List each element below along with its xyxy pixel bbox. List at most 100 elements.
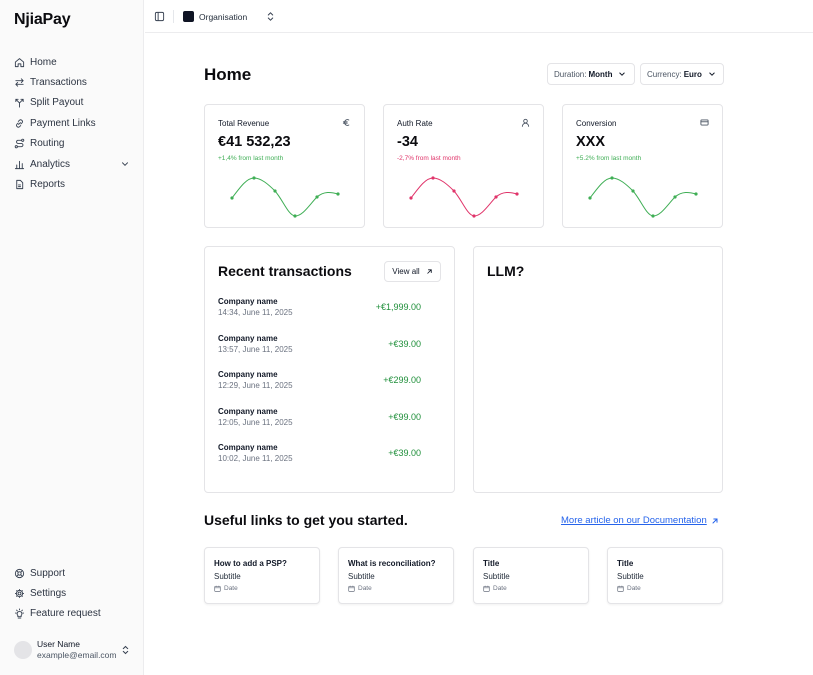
link-card-title: Title <box>483 559 500 568</box>
card-icon <box>700 119 709 126</box>
link-card-date: Date <box>214 585 238 592</box>
sidebar-item-label: Transactions <box>30 77 87 89</box>
user-menu[interactable]: User Name example@email.com <box>14 637 132 663</box>
transaction-amount: +€1,999.00 <box>375 302 421 312</box>
sidebar-item-label: Home <box>30 56 57 68</box>
transaction-date: 14:34, June 11, 2025 <box>218 308 293 317</box>
sidebar-bottom-nav: Support Settings Feature request <box>0 563 144 624</box>
link-card-subtitle: Subtitle <box>483 572 510 581</box>
duration-select[interactable]: Duration: Month <box>547 63 635 85</box>
currency-select[interactable]: Currency: Euro <box>640 63 724 85</box>
sidebar-item-analytics[interactable]: Analytics <box>0 154 144 174</box>
sidebar-nav: Home Transactions Split Payout Payment L… <box>0 52 144 195</box>
documentation-link[interactable]: More article on our Documentation <box>561 515 719 526</box>
calendar-icon <box>348 585 355 592</box>
chevron-up-down-icon <box>122 645 129 655</box>
kpi-value: XXX <box>576 134 606 150</box>
sidebar-item-label: Analytics <box>30 158 71 170</box>
user-name: User Name <box>37 639 80 649</box>
kpi-card-conversion: Conversion XXX +5.2% from last month <box>562 104 723 228</box>
sidebar-item-label: Settings <box>30 588 67 600</box>
transaction-company: Company name <box>218 406 278 416</box>
sidebar-item-routing[interactable]: Routing <box>0 134 144 154</box>
link-card-date: Date <box>483 585 507 592</box>
sidebar-item-settings[interactable]: Settings <box>0 583 144 603</box>
kpi-delta: +5.2% from last month <box>576 155 642 162</box>
transaction-company: Company name <box>218 297 278 306</box>
kpi-delta: -2,7% from last month <box>397 155 461 162</box>
useful-link-card[interactable]: Title Subtitle Date <box>473 547 589 604</box>
sidebar-item-label: Support <box>30 567 66 579</box>
calendar-icon <box>214 585 221 592</box>
organisation-logo <box>183 11 194 22</box>
kpi-delta: +1,4% from last month <box>218 155 284 162</box>
chevron-down-icon <box>619 72 626 76</box>
link-card-subtitle: Subtitle <box>214 572 241 581</box>
list-item[interactable]: Company name 13:57, June 11, 2025 +€39.0… <box>218 334 428 371</box>
kpi-value: €41 532,23 <box>218 134 291 150</box>
page-title: Home <box>204 65 252 84</box>
sidebar-item-home[interactable]: Home <box>0 52 144 72</box>
view-all-button[interactable]: View all <box>384 261 441 282</box>
app-logo: NjiaPay <box>14 11 71 28</box>
useful-link-card[interactable]: What is reconciliation? Subtitle Date <box>338 547 454 604</box>
avatar <box>14 641 32 659</box>
arrows-swap-icon <box>15 78 24 87</box>
split-icon <box>15 99 24 109</box>
sidebar-item-split-payout[interactable]: Split Payout <box>0 93 144 113</box>
sidebar-item-payment-links[interactable]: Payment Links <box>0 113 144 133</box>
sparkline-chart <box>230 176 340 218</box>
transaction-date: 12:29, June 11, 2025 <box>218 381 293 390</box>
transaction-amount: +€299.00 <box>383 375 421 385</box>
kpi-card-total-revenue: Total Revenue €41 532,23 +1,4% from last… <box>204 104 365 228</box>
transaction-date: 10:02, June 11, 2025 <box>218 454 293 463</box>
route-icon <box>14 138 25 149</box>
currency-value: Euro <box>683 69 702 79</box>
sidebar-item-transactions[interactable]: Transactions <box>0 72 144 92</box>
list-item[interactable]: Company name 12:05, June 11, 2025 +€99.0… <box>218 407 428 444</box>
sidebar-item-label: Reports <box>30 179 66 191</box>
useful-link-card[interactable]: Title Subtitle Date <box>607 547 723 604</box>
lightbulb-icon <box>14 608 25 620</box>
sparkline-chart <box>588 176 698 218</box>
calendar-icon <box>483 585 490 592</box>
chevron-down-icon[interactable] <box>120 159 130 169</box>
link-card-date: Date <box>617 585 641 592</box>
sidebar-item-label: Routing <box>30 138 65 150</box>
home-icon <box>14 57 25 67</box>
duration-value: Month <box>588 69 613 79</box>
sidebar-item-reports[interactable]: Reports <box>0 174 144 194</box>
sidebar-toggle-icon[interactable] <box>154 11 165 22</box>
kpi-card-auth-rate: Auth Rate -34 -2,7% from last month <box>383 104 544 228</box>
recent-transactions-title: Recent transactions <box>218 263 352 279</box>
kpi-title: Conversion <box>576 119 617 128</box>
calendar-icon <box>617 585 624 592</box>
useful-link-card[interactable]: How to add a PSP? Subtitle Date <box>204 547 320 604</box>
link-card-title: What is reconciliation? <box>348 559 436 568</box>
transaction-amount: +€39.00 <box>388 338 421 349</box>
transaction-company: Company name <box>218 333 278 343</box>
organisation-name[interactable]: Organisation <box>199 12 248 22</box>
chevron-up-down-icon[interactable] <box>266 11 275 22</box>
sparkline-chart <box>409 176 519 218</box>
list-item[interactable]: Company name 12:29, June 11, 2025 +€299.… <box>218 370 428 407</box>
chevron-down-icon <box>709 72 715 76</box>
link-icon <box>16 119 23 128</box>
link-card-subtitle: Subtitle <box>617 572 644 581</box>
transaction-company: Company name <box>218 443 278 452</box>
list-item[interactable]: Company name 14:34, June 11, 2025 +€1,99… <box>218 297 428 334</box>
sidebar: NjiaPay Home Transactions Split Payout P… <box>0 0 144 675</box>
user-email: example@email.com <box>37 650 117 660</box>
kpi-title: Auth Rate <box>397 119 433 128</box>
link-card-date: Date <box>348 585 372 592</box>
arrow-up-right-icon <box>427 269 432 274</box>
sidebar-item-feature-request[interactable]: Feature request <box>0 604 144 624</box>
kpi-value: -34 <box>397 134 418 150</box>
transaction-company: Company name <box>218 370 278 379</box>
euro-icon <box>342 119 350 126</box>
duration-label: Duration: <box>554 69 587 79</box>
sidebar-item-support[interactable]: Support <box>0 563 144 583</box>
list-item[interactable]: Company name 10:02, June 11, 2025 +€39.0… <box>218 443 428 480</box>
transactions-list: Company name 14:34, June 11, 2025 +€1,99… <box>218 297 428 480</box>
transaction-date: 12:05, June 11, 2025 <box>218 417 293 427</box>
